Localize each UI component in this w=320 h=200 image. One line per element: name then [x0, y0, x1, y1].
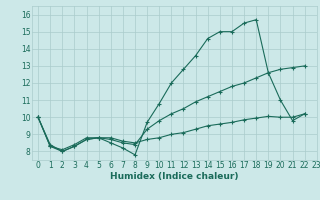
X-axis label: Humidex (Indice chaleur): Humidex (Indice chaleur) — [110, 172, 239, 181]
